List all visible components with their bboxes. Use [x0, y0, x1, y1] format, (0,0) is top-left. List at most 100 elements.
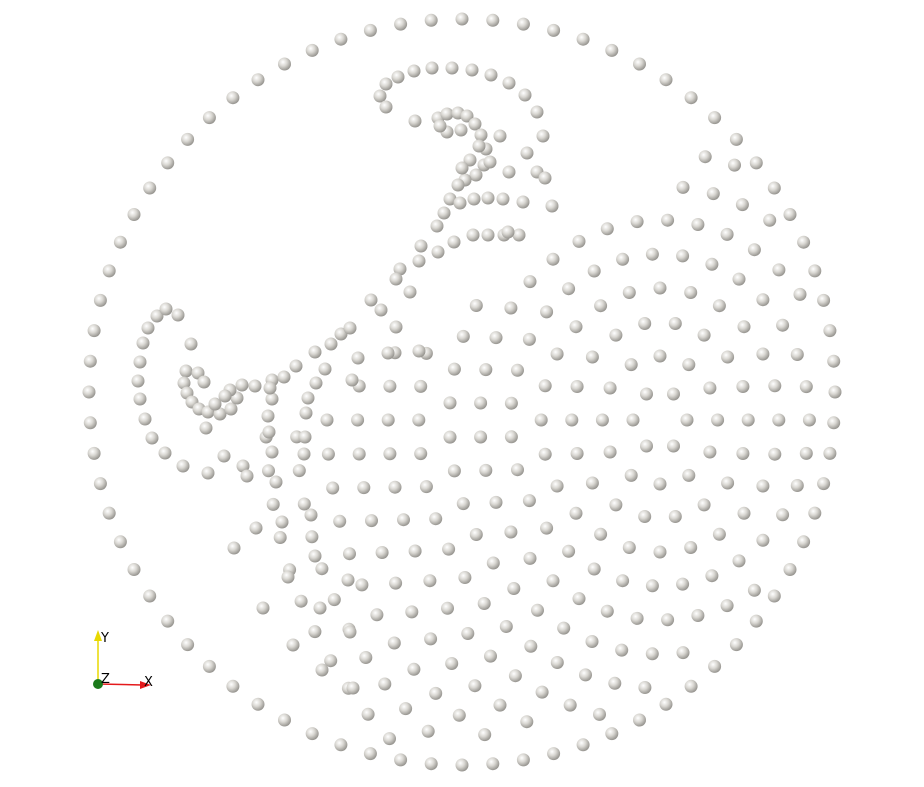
- particle: [562, 282, 576, 296]
- particle: [143, 589, 157, 603]
- particle: [756, 293, 770, 307]
- particle: [294, 594, 308, 608]
- particle: [321, 447, 335, 461]
- particle: [605, 43, 619, 57]
- particle: [113, 535, 127, 549]
- particle: [468, 117, 482, 131]
- particle: [425, 61, 439, 75]
- particle: [443, 192, 457, 206]
- particle: [421, 724, 435, 738]
- particle: [579, 668, 592, 682]
- particle: [783, 208, 797, 221]
- particle: [817, 477, 831, 491]
- particle: [684, 91, 698, 105]
- particle: [472, 139, 486, 153]
- particle: [469, 168, 483, 182]
- particle: [540, 521, 554, 535]
- particle: [489, 495, 503, 509]
- particle: [768, 447, 782, 461]
- particle: [412, 254, 426, 268]
- particle: [131, 374, 145, 388]
- particle: [397, 513, 410, 527]
- particle: [524, 639, 538, 653]
- particle: [511, 463, 524, 477]
- particle: [616, 252, 630, 266]
- particle: [251, 697, 265, 711]
- particle: [315, 663, 329, 677]
- particle: [226, 91, 240, 105]
- particle: [550, 479, 564, 493]
- particle: [281, 570, 295, 584]
- particle: [668, 317, 682, 330]
- particle: [799, 446, 813, 460]
- particle: [661, 613, 675, 627]
- particle: [87, 446, 101, 460]
- particle: [127, 563, 141, 576]
- particle: [93, 477, 107, 491]
- particle: [484, 649, 497, 663]
- particle: [370, 608, 384, 622]
- particle: [381, 413, 395, 427]
- particle: [827, 416, 841, 430]
- particle: [351, 413, 365, 427]
- particle: [393, 262, 407, 276]
- particle: [308, 549, 322, 563]
- particle: [667, 387, 680, 401]
- particle: [453, 196, 467, 210]
- particle: [407, 662, 421, 676]
- particle: [516, 753, 530, 767]
- particle: [474, 430, 488, 444]
- particle: [298, 430, 312, 444]
- particle: [523, 275, 537, 289]
- particle: [516, 195, 530, 209]
- particle: [486, 13, 500, 27]
- particle: [278, 713, 291, 727]
- particle: [585, 476, 599, 490]
- particle: [394, 753, 408, 767]
- particle: [461, 627, 475, 640]
- particle: [676, 646, 690, 660]
- particle: [653, 281, 667, 295]
- particle: [667, 439, 680, 453]
- particle: [299, 406, 313, 420]
- particle: [305, 530, 319, 544]
- particle: [334, 738, 348, 752]
- particle: [823, 324, 837, 338]
- particle: [405, 605, 419, 619]
- particle: [383, 379, 397, 393]
- particle: [481, 191, 495, 205]
- particle: [799, 380, 813, 394]
- particle: [248, 379, 262, 393]
- particle: [443, 430, 457, 444]
- particle: [823, 446, 837, 460]
- particle: [569, 320, 583, 334]
- particle: [797, 235, 811, 249]
- particle: [419, 480, 433, 494]
- particle: [576, 738, 590, 752]
- particle: [756, 347, 770, 361]
- particle: [460, 109, 474, 123]
- particle: [113, 235, 127, 249]
- particle: [455, 758, 469, 772]
- particle: [572, 234, 586, 248]
- particle: [703, 445, 717, 459]
- particle: [735, 198, 749, 212]
- particle: [790, 348, 804, 361]
- particle: [292, 464, 306, 478]
- particle: [712, 299, 726, 313]
- particle: [445, 61, 459, 75]
- particle: [265, 445, 279, 459]
- particle: [262, 425, 276, 439]
- particle: [772, 413, 786, 427]
- particle: [379, 100, 393, 114]
- particle: [379, 77, 393, 91]
- particle: [793, 287, 807, 301]
- particle: [624, 468, 638, 482]
- particle: [767, 181, 781, 195]
- particle: [682, 358, 696, 372]
- particle: [736, 447, 750, 460]
- particle: [82, 385, 96, 399]
- particle: [790, 479, 804, 492]
